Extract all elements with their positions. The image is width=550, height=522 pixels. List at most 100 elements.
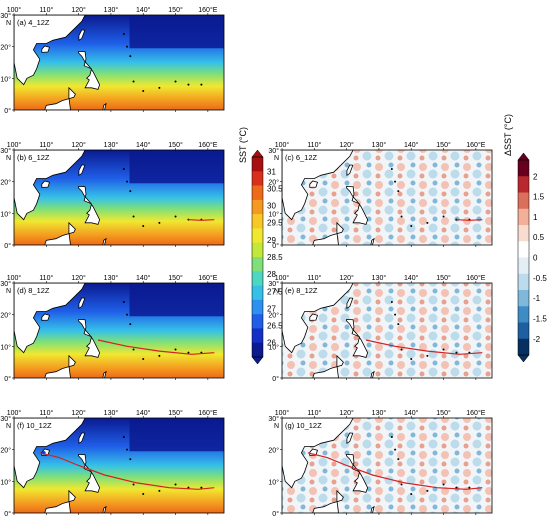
lon-tick-label: 160°E [198,6,217,14]
lon-tick-label: 120° [71,6,86,14]
panel-frame [281,417,493,514]
typhoon-track [188,219,215,221]
island-dot [126,180,129,183]
lat-tick-label: 0° [272,375,279,383]
lon-tick-label: 150° [168,409,183,417]
land-outline [78,297,86,310]
lat-tick-label: 20° [0,179,11,187]
land-outline [346,185,369,225]
island-dot [132,215,135,218]
land-outline [44,86,76,110]
colorbar-swatch [518,257,529,275]
island-dot [442,483,445,486]
lon-tick-label: 160°E [198,409,217,417]
panel-label: (d) 8_12Z [17,286,50,295]
land-outline [78,185,101,225]
colorbar-tick-label: 29 [267,236,276,245]
panel-label: (e) 8_12Z [285,286,318,295]
land-outline [44,354,76,378]
colorbar-tick-label: 31 [267,167,276,176]
lon-tick-label: 110° [307,141,321,149]
lat-tick-label: 10° [268,478,279,486]
lon-tick-label: 160°E [466,141,485,149]
typhoon-track [39,452,215,490]
lon-tick-label: 110° [39,274,53,282]
colorbar-arrow-bottom [251,356,264,365]
lat-north-label: N [274,423,279,430]
island-dot [187,83,190,86]
lat-north-label: N [6,155,11,162]
panel-frame [281,149,493,246]
lat-north-label: N [6,288,11,295]
land-outline [14,418,86,489]
colorbar-tick-label: 1 [533,213,538,222]
island-dot [142,90,145,92]
island-dot [468,486,471,489]
lon-tick-label: 110° [307,409,321,417]
land-outline [346,164,354,177]
lat-tick-label: 20° [268,179,279,187]
colorbar-swatch [518,176,529,193]
island-dot [174,80,177,83]
panel-label: (f) 10_12Z [17,421,52,430]
island-dot [200,486,203,489]
colorbar-tick-label: 0.5 [533,233,545,242]
island-dot [410,493,413,495]
colorbar-swatch [252,242,263,258]
lon-tick-label: 120° [71,274,86,282]
island-dot [126,45,129,48]
lon-tick-label: 100° [7,141,22,149]
panel-frame [13,417,225,514]
colorbar-swatch [518,225,529,242]
colorbar-arrow-top [517,152,530,161]
land-outline [102,370,107,378]
colorbar-swatch [518,322,529,340]
lon-tick-label: 110° [39,6,53,14]
lon-tick-label: 150° [168,6,183,14]
lat-north-label: N [274,155,279,162]
land-outline [346,318,369,358]
land-outline [282,150,354,221]
island-dot [132,348,135,351]
lon-tick-label: 140° [136,274,151,282]
land-outline [312,354,344,378]
lat-tick-label: 0° [4,510,11,518]
panel-label: (b) 6_12Z [17,153,50,162]
colorbar-tick-label: 26 [267,339,276,348]
lat-tick-label: 30° [268,415,279,423]
panel-label: (c) 6_12Z [285,153,318,162]
island-dot [410,358,413,360]
colorbar-swatch [252,342,263,358]
island-dot [122,168,125,170]
island-dot [200,83,203,86]
island-dot [158,221,161,224]
colorbar-swatch [252,257,263,272]
lon-tick-label: 130° [372,409,387,417]
island-dot [187,351,190,354]
lat-tick-label: 20° [0,447,11,455]
lon-tick-label: 120° [71,409,86,417]
island-dot [394,448,397,451]
lat-tick-label: 10° [0,478,11,486]
island-dot [129,190,132,193]
lon-tick-label: 140° [136,6,151,14]
lat-north-label: N [6,423,11,430]
lon-tick-label: 160°E [198,274,217,282]
panel-frame [13,149,225,246]
lat-tick-label: 0° [4,107,11,115]
land-outline [346,453,369,493]
typhoon-track [365,339,483,355]
panel-frame [13,14,225,111]
colorbar-tick-label: 2 [533,172,538,181]
lat-tick-label: 30° [268,280,279,288]
land-outline [14,150,86,221]
lon-tick-label: 150° [436,409,451,417]
land-outline [370,237,375,245]
dsst-colorbar: ΔSST (°C) 2 1.5 1 0.5 0 -0.5 -1 -1.5 -2 [503,114,547,363]
lon-tick-label: 140° [136,409,151,417]
land-outline [14,15,86,86]
island-dot [426,489,429,492]
sst-colorbar-title: SST (°C) [238,127,248,163]
colorbar-tick-label: 28 [267,270,276,279]
